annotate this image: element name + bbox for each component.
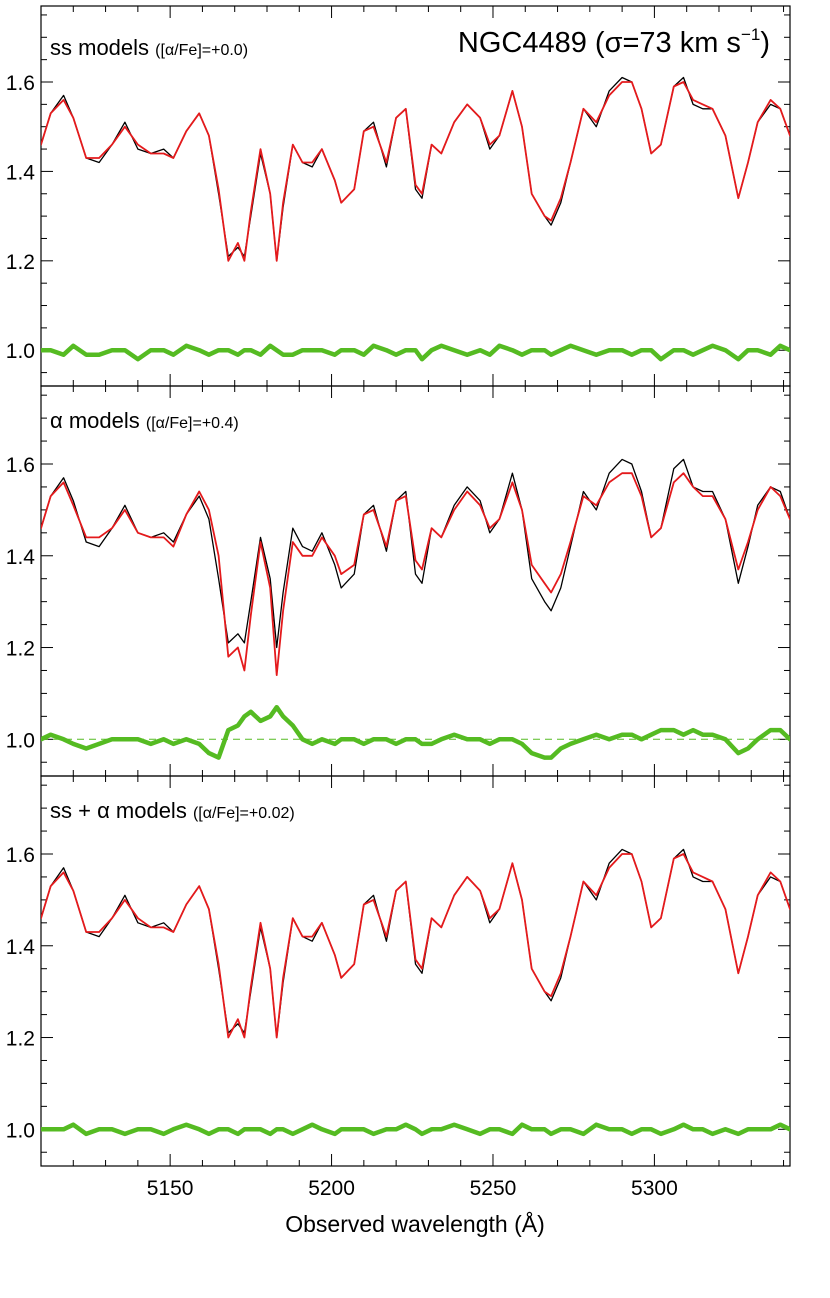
panel-3-observed-spectrum-line	[41, 848, 790, 1039]
panel-2-label-main: α models	[50, 408, 140, 433]
figure-title-suffix: )	[760, 27, 770, 59]
panel-3: 1.0 1.2 1.4 1.6 5150 5200 5250 5300	[6, 775, 791, 1200]
panel-3-model-spectrum-line	[41, 853, 790, 1039]
panel-1-label: ss models ([α/Fe]=+0.0)	[50, 35, 248, 60]
panel-2-label: α models ([α/Fe]=+0.4)	[50, 408, 239, 433]
panel-1-model-spectrum-line	[41, 81, 790, 262]
y-tick-label: 1.2	[6, 638, 35, 661]
panel-3-frame	[40, 775, 791, 1167]
panel-1-label-main: ss models	[50, 35, 149, 60]
panel-2-residual-line	[41, 704, 790, 760]
y-tick-label: 1.6	[6, 844, 35, 867]
panel-3-label-sub: ([α/Fe]=+0.02)	[193, 805, 295, 822]
panel-2-frame	[40, 385, 791, 777]
panel-2-observed-spectrum-line	[41, 458, 790, 649]
x-tick-label: 5150	[147, 1177, 194, 1200]
y-tick-label: 1.0	[6, 1119, 35, 1142]
panel-2-model-spectrum-line	[41, 472, 790, 676]
panel-3-label-main: ss + α models	[50, 798, 187, 823]
x-tick-label: 5200	[308, 1177, 355, 1200]
figure-title-object: NGC4489	[458, 27, 587, 59]
y-tick-label: 1.6	[6, 72, 35, 95]
panel-1-label-sub: ([α/Fe]=+0.0)	[155, 42, 248, 59]
y-tick-label: 1.2	[6, 251, 35, 274]
panel-2: 1.0 1.2 1.4 1.6	[6, 385, 791, 777]
y-tick-label: 1.4	[6, 161, 36, 184]
figure-title: NGC4489 (σ=73 km s−1)	[458, 25, 770, 59]
x-tick-label: 5250	[470, 1177, 517, 1200]
y-tick-label: 1.6	[6, 454, 35, 477]
y-tick-label: 1.2	[6, 1028, 35, 1051]
panel-1-observed-spectrum-line	[41, 76, 790, 262]
panel-3-label: ss + α models ([α/Fe]=+0.02)	[50, 798, 295, 823]
panel-1: 1.0 1.2 1.4 1.6	[6, 5, 791, 387]
x-tick-label: 5300	[631, 1177, 678, 1200]
figure-title-sigma: (σ=73 km s	[595, 27, 741, 59]
y-tick-label: 1.4	[6, 936, 36, 959]
y-tick-label: 1.4	[6, 546, 36, 569]
y-tick-label: 1.0	[6, 729, 35, 752]
panel-1-frame	[40, 5, 791, 387]
x-axis-title: Observed wavelength (Å)	[285, 1210, 545, 1237]
panel-2-label-sub: ([α/Fe]=+0.4)	[146, 415, 239, 432]
panels-layer: 1.0 1.2 1.4 1.6 1.0 1.2 1.4 1.6 1.0 1.2 1.4 1.6 5150…	[6, 5, 791, 1200]
panel-3-residual-line	[41, 1122, 790, 1137]
panel-1-residual-line	[41, 343, 790, 362]
figure-title-exponent: −1	[741, 25, 760, 44]
y-tick-label: 1.0	[6, 340, 35, 363]
